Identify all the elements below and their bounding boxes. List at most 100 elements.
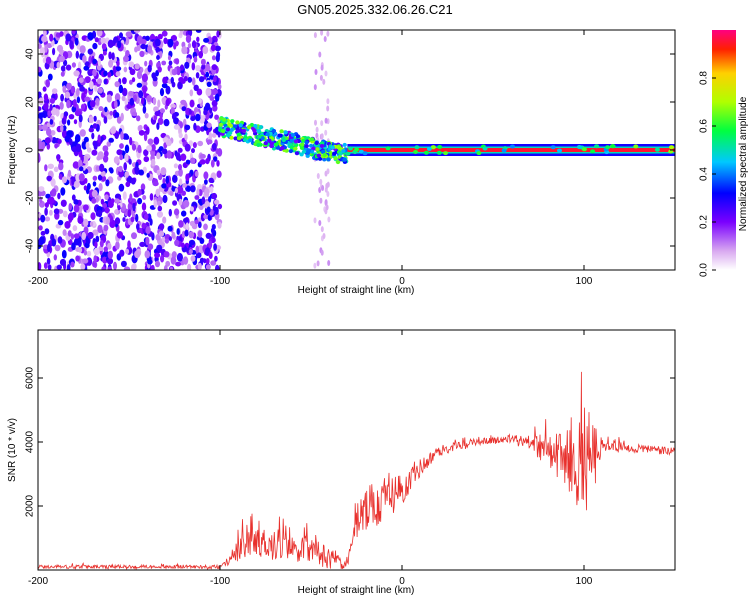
spectrogram-cell [58,162,64,171]
spectrogram-cell [103,150,109,157]
spectrogram-cell [102,50,107,56]
spectrogram-cell [73,237,80,246]
spectrogram-cell [107,250,114,259]
spectrogram-cell [96,64,102,71]
spectrogram-cell [180,99,187,105]
spectrogram-cell [53,254,57,261]
spectrogram-cell [198,189,203,197]
spectrogram-cell [184,143,191,152]
figure-title: GN05.2025.332.06.26.C21 [297,2,452,17]
spectrogram-cell [158,230,165,237]
spectrogram-cell [299,145,305,150]
spectrogram-cell [113,156,120,164]
spectrogram-cell [319,74,323,81]
y-tick-label: 6000 [25,366,36,389]
spectrogram-cell [124,98,129,106]
spectrogram-cell [594,144,600,149]
spectrogram-cell [317,156,323,161]
spectrogram-cell [157,99,161,108]
spectrogram-cell [206,206,211,213]
spectrogram-cell [123,162,127,171]
spectrogram-cell [78,173,85,182]
spectrogram-cell [73,199,79,205]
spectrogram-cell [197,262,202,270]
spectrogram-cell [202,46,209,55]
spectrogram-cell [54,244,61,252]
spectrogram-cell [163,251,170,258]
spectrogram-cell [327,216,331,223]
spectrogram-cell [56,61,61,69]
colorbar-tick-label: 0.6 [699,119,710,133]
spectrogram-cell [44,164,48,172]
spectrogram-cell [136,82,143,88]
spectrogram-cell [101,266,106,270]
spectrogram-cell [150,264,155,270]
spectrogram-cell [47,163,54,169]
spectrogram-cell [170,76,174,84]
spectrogram-cell [143,87,147,97]
spectrogram-cell [69,40,74,49]
spectrogram-cell [476,151,482,156]
spectrogram-cell [198,97,202,104]
spectrogram-cell [413,150,419,154]
spectrogram-cell [189,89,194,97]
spectrogram-cell [157,66,162,73]
colorbar-tick-label: 0.8 [699,71,710,85]
spectrogram-cell [60,65,66,72]
spectrogram-cell [193,56,198,63]
spectrogram-cell [176,185,184,194]
spectrogram-cell [147,138,154,145]
spectrogram-cell [190,255,196,262]
spectrogram-cell [318,220,322,226]
spectrogram-cell [195,113,201,122]
spectrogram-cell [43,30,47,37]
spectrogram-cell [165,85,171,95]
spectrogram-cell [129,137,133,146]
spectrogram-cell [147,45,153,54]
spectrogram-cell [163,118,170,127]
spectrogram-cell [178,164,182,171]
spectrogram-cell [156,152,161,160]
spectrogram-cell [185,173,190,182]
spectrogram-cell [293,139,299,144]
spectrogram-cell [180,242,185,248]
spectrogram-cell [45,193,51,199]
spectrogram-cell [313,84,317,91]
spectrogram-cell [46,175,52,181]
spectrogram-cell [176,228,180,235]
y-tick-label: 4000 [25,430,36,453]
spectrogram-cell [130,216,135,223]
spectrogram-cell [136,223,140,231]
spectrogram-cell [197,245,204,254]
spectrogram-cell [316,173,320,179]
spectrogram-cell [316,153,321,158]
spectrogram-cell [195,72,200,79]
spectrogram-cell [175,152,181,161]
spectrogram-cell [320,133,324,140]
spectrogram-cell [191,77,196,86]
spectrogram-cell [208,251,213,259]
spectrogram-cell [69,138,73,146]
spectrogram-cell [67,119,71,126]
spectrogram-cell [211,132,217,138]
spectrogram-cell [114,81,120,88]
spectrogram-cell [66,82,71,90]
spectrogram-cell [88,116,94,124]
spectrogram-cell [283,130,288,135]
spectrogram-cell [90,212,96,221]
spectrogram-cell [129,97,135,106]
spectrogram-cell [190,116,196,122]
spectrogram-cell [157,33,163,40]
spectrogram-cell [38,225,43,231]
spectrogram-cell [38,112,45,118]
spectrogram-cell [132,202,136,212]
spectrogram-cell [414,145,420,150]
spectrogram-cell [84,76,91,84]
spectrogram-cell [125,248,130,255]
spectrogram-cell [50,178,56,187]
spectrogram-cell [124,153,129,162]
y-tick-label: -20 [25,190,36,205]
spectrogram-cell [306,148,312,153]
spectrogram-cell [195,245,200,254]
spectrogram-cell [123,66,128,73]
